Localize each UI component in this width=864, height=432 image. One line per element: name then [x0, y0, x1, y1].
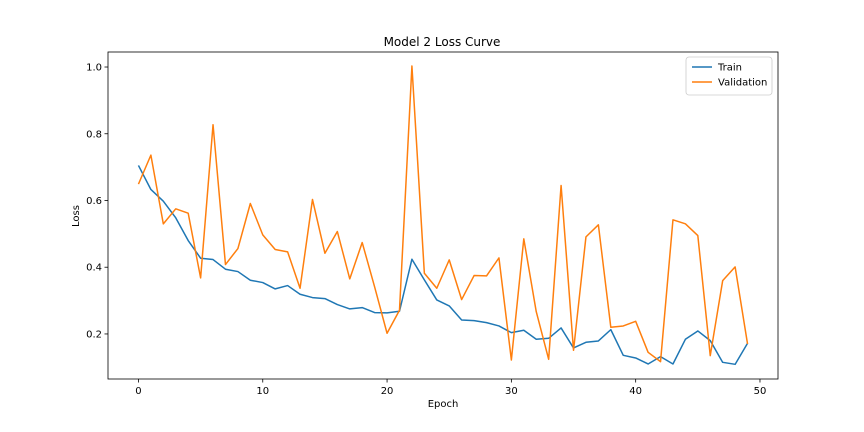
series-layer	[137, 65, 749, 366]
y-axis: 0.2 0.4 0.6 0.8 1.0	[86, 63, 108, 340]
x-axis: 0 10 20 30 40 50	[135, 379, 766, 397]
chart-title: Model 2 Loss Curve	[384, 35, 501, 49]
x-tick-label: 30	[505, 386, 518, 397]
x-tick-label: 20	[381, 386, 394, 397]
y-tick-label: 0.4	[86, 263, 102, 274]
y-tick-label: 0.2	[86, 329, 102, 340]
plot-frame	[107, 51, 779, 380]
x-tick-label: 40	[629, 386, 642, 397]
x-axis-label: Epoch	[428, 399, 459, 410]
legend-label-validation: Validation	[718, 78, 767, 89]
legend-label-train: Train	[717, 63, 742, 74]
series-line-validation	[137, 65, 749, 363]
y-tick-label: 0.8	[86, 129, 102, 140]
series-line-train	[137, 165, 749, 366]
x-tick-label: 10	[256, 386, 269, 397]
x-tick-label: 0	[135, 386, 141, 397]
legend: Train Validation	[685, 56, 773, 96]
y-tick-label: 0.6	[86, 196, 102, 207]
plot-area	[107, 51, 779, 380]
y-tick-label: 1.0	[86, 63, 102, 74]
x-tick-label: 50	[754, 386, 767, 397]
y-axis-label: Loss	[71, 205, 82, 227]
